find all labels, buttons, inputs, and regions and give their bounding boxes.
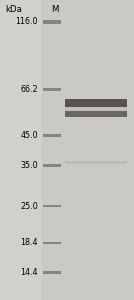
Text: 25.0: 25.0: [20, 202, 38, 211]
Text: 18.4: 18.4: [21, 238, 38, 247]
Bar: [65, 111, 127, 117]
Bar: [0, 0, 42, 300]
Text: 66.2: 66.2: [20, 85, 38, 94]
Text: 116.0: 116.0: [16, 17, 38, 26]
Text: M: M: [51, 5, 59, 14]
Bar: [43, 164, 61, 167]
Bar: [43, 20, 61, 24]
Bar: [65, 99, 127, 107]
Bar: [43, 205, 61, 207]
Bar: [65, 106, 127, 107]
Text: 14.4: 14.4: [21, 268, 38, 277]
Bar: [43, 271, 61, 274]
Bar: [43, 88, 61, 91]
Bar: [42, 0, 134, 300]
Bar: [65, 161, 127, 164]
Bar: [65, 110, 127, 111]
Bar: [43, 134, 61, 137]
Bar: [65, 107, 127, 108]
Text: 35.0: 35.0: [20, 161, 38, 170]
Text: 45.0: 45.0: [20, 131, 38, 140]
Text: kDa: kDa: [6, 5, 22, 14]
Bar: [43, 242, 61, 244]
Bar: [65, 109, 127, 110]
Bar: [65, 108, 127, 109]
